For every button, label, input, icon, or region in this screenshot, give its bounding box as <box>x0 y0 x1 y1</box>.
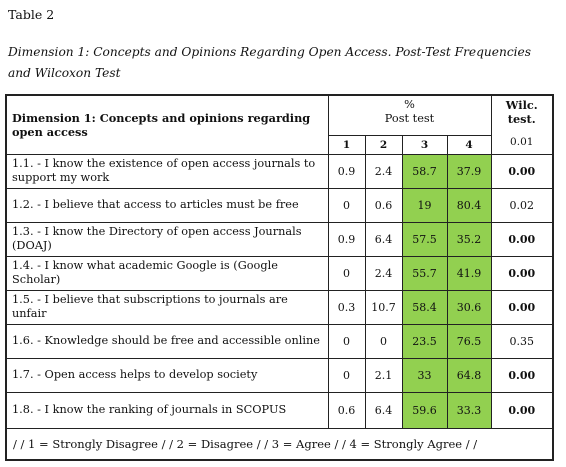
post-test-header: % Post test <box>327 94 492 135</box>
post-test-label: Post test <box>384 112 435 125</box>
cell-wilcoxon: 0.00 <box>490 391 554 429</box>
cell-wilcoxon: 0.00 <box>490 289 554 325</box>
table-row: 1.2. - I believe that access to articles… <box>5 187 554 223</box>
cell-wilcoxon: 0.02 <box>490 187 554 223</box>
table-row: 1.4. - I know what academic Google is (G… <box>5 255 554 291</box>
frequency-table: Dimension 1: Concepts and opinions regar… <box>5 94 554 461</box>
cell-agree: 55.7 <box>401 255 448 291</box>
cell-strongly-disagree: 0 <box>327 357 366 393</box>
cell-strongly-disagree: 0.6 <box>327 391 366 429</box>
wilcoxon-significance-level: 0.01 <box>510 136 534 148</box>
cell-agree: 57.5 <box>401 221 448 257</box>
cell-strongly-agree: 33.3 <box>446 391 492 429</box>
cell-strongly-agree: 76.5 <box>446 323 492 359</box>
table-row: 1.3. - I know the Directory of open acce… <box>5 221 554 257</box>
cell-strongly-agree: 80.4 <box>446 187 492 223</box>
cell-agree: 23.5 <box>401 323 448 359</box>
cell-strongly-agree: 35.2 <box>446 221 492 257</box>
cell-strongly-disagree: 0.9 <box>327 153 366 189</box>
item-text: 1.1. - I know the existence of open acce… <box>5 153 329 189</box>
item-text: 1.3. - I know the Directory of open acce… <box>5 221 329 257</box>
cell-strongly-disagree: 0 <box>327 255 366 291</box>
wilcoxon-title: Wilc. test. <box>505 98 538 126</box>
cell-disagree: 6.4 <box>364 221 403 257</box>
cell-strongly-agree: 37.9 <box>446 153 492 189</box>
cell-wilcoxon: 0.00 <box>490 221 554 257</box>
table-row: 1.1. - I know the existence of open acce… <box>5 153 554 189</box>
table-caption: Dimension 1: Concepts and Opinions Regar… <box>8 45 532 80</box>
cell-strongly-disagree: 0 <box>327 323 366 359</box>
table-row: 1.8. - I know the ranking of journals in… <box>5 391 554 429</box>
table-row: 1.6. - Knowledge should be free and acce… <box>5 323 554 359</box>
cell-strongly-agree: 64.8 <box>446 357 492 393</box>
cell-wilcoxon: 0.00 <box>490 153 554 189</box>
item-text: 1.7. - Open access helps to develop soci… <box>5 357 329 393</box>
cell-strongly-agree: 41.9 <box>446 255 492 291</box>
cell-disagree: 0.6 <box>364 187 403 223</box>
item-text: 1.4. - I know what academic Google is (G… <box>5 255 329 291</box>
col-header-1: 1 <box>327 134 366 155</box>
cell-disagree: 2.1 <box>364 357 403 393</box>
cell-disagree: 0 <box>364 323 403 359</box>
col-header-4: 4 <box>446 134 492 155</box>
cell-strongly-disagree: 0 <box>327 187 366 223</box>
cell-wilcoxon: 0.00 <box>490 357 554 393</box>
cell-wilcoxon: 0.35 <box>490 323 554 359</box>
cell-disagree: 6.4 <box>364 391 403 429</box>
cell-strongly-disagree: 0.3 <box>327 289 366 325</box>
cell-agree: 58.4 <box>401 289 448 325</box>
col-header-3: 3 <box>401 134 448 155</box>
cell-disagree: 10.7 <box>364 289 403 325</box>
cell-agree: 19 <box>401 187 448 223</box>
cell-strongly-disagree: 0.9 <box>327 221 366 257</box>
item-text: 1.6. - Knowledge should be free and acce… <box>5 323 329 359</box>
item-text: 1.5. - I believe that subscriptions to j… <box>5 289 329 325</box>
table-row: 1.7. - Open access helps to develop soci… <box>5 357 554 393</box>
wilcoxon-header: Wilc. test. 0.01 <box>490 94 554 155</box>
percent-symbol: % <box>404 98 415 111</box>
cell-disagree: 2.4 <box>364 255 403 291</box>
col-header-2: 2 <box>364 134 403 155</box>
cell-disagree: 2.4 <box>364 153 403 189</box>
cell-agree: 33 <box>401 357 448 393</box>
item-text: 1.2. - I believe that access to articles… <box>5 187 329 223</box>
cell-strongly-agree: 30.6 <box>446 289 492 325</box>
cell-agree: 58.7 <box>401 153 448 189</box>
scale-legend: / / 1 = Strongly Disagree / / 2 = Disagr… <box>5 427 554 460</box>
cell-agree: 59.6 <box>401 391 448 429</box>
cell-wilcoxon: 0.00 <box>490 255 554 291</box>
item-text: 1.8. - I know the ranking of journals in… <box>5 391 329 429</box>
dimension-header: Dimension 1: Concepts and opinions regar… <box>5 94 329 155</box>
table-label: Table 2 <box>8 7 55 22</box>
table-row: 1.5. - I believe that subscriptions to j… <box>5 289 554 325</box>
